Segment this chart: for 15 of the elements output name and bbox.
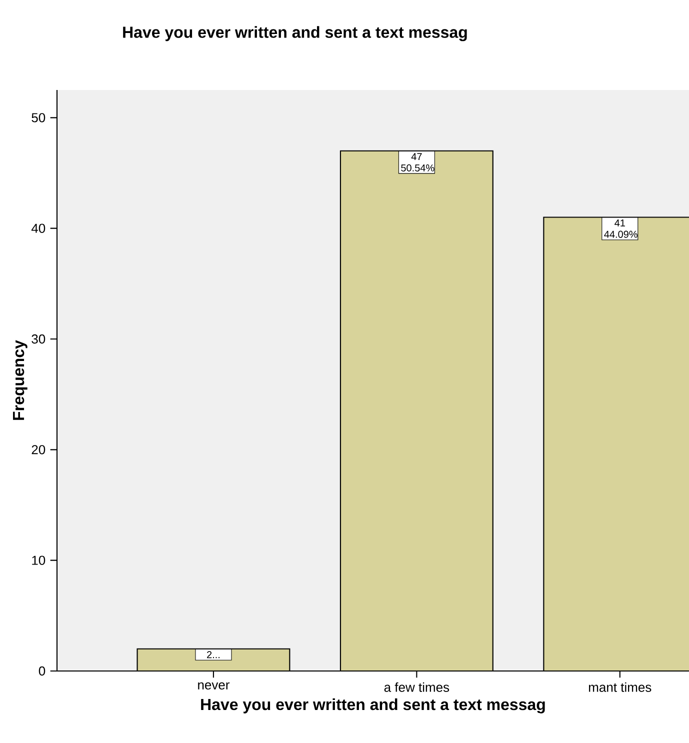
y-axis-title: Frequency bbox=[13, 340, 28, 420]
chart-title: Have you ever written and sent a text messag bbox=[123, 26, 467, 42]
y-tick-label: 30 bbox=[32, 334, 46, 344]
data-label: 2... bbox=[207, 651, 220, 658]
x-tick-label: never bbox=[198, 682, 230, 690]
y-tick-label: 20 bbox=[32, 445, 46, 454]
y-tick-label: 10 bbox=[32, 556, 46, 565]
y-tick-label: 50 bbox=[32, 113, 46, 122]
y-tick-label: 0 bbox=[38, 666, 46, 676]
data-label: 47 50.54% bbox=[401, 153, 434, 172]
x-tick-label: mant times bbox=[588, 682, 652, 692]
x-tick-label: a few times bbox=[384, 682, 450, 692]
x-axis-title: Have you ever written and sent a text messag bbox=[201, 698, 545, 714]
y-tick-label: 40 bbox=[31, 224, 46, 233]
data-label: 41 44.09% bbox=[604, 220, 638, 238]
